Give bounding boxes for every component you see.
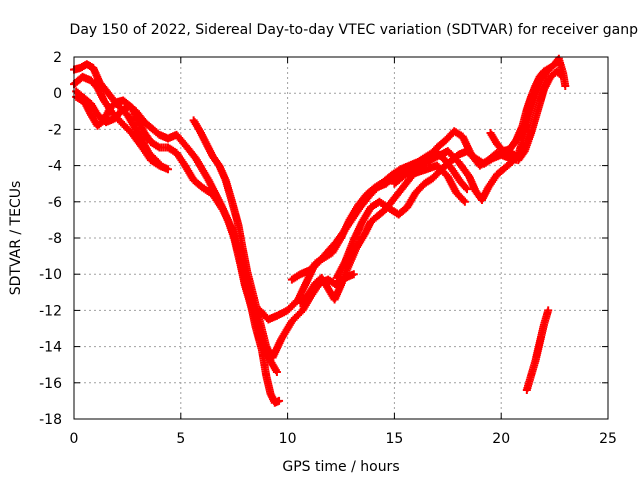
data-series [72,87,281,376]
y-tick-labels: -18 -16 -14 -12 -10 -8 -6 -4 -2 0 2 [39,50,62,428]
y-tick-label: -12 [39,303,62,319]
data-series [189,116,358,362]
x-tick-label: 0 [70,431,79,447]
plot-frame [73,56,609,420]
data-point [275,396,284,405]
data-series [287,161,469,284]
data-points [70,54,570,407]
data-point [163,165,172,174]
y-axis-label: SDTVAR / TECUs [8,181,24,296]
y-tick-label: -18 [39,412,62,428]
data-point [460,197,469,206]
data-series [486,63,555,156]
data-point [561,81,570,90]
y-tick-label: -4 [48,159,62,175]
y-tick-label: -14 [39,340,62,356]
data-point [546,63,555,72]
x-tick-label: 25 [599,431,617,447]
y-tick-label: -16 [39,376,62,392]
x-axis-label: GPS time / hours [282,459,399,475]
data-point [461,183,470,192]
x-tick-label: 20 [492,431,510,447]
x-tick-labels: 0 5 10 15 20 25 [70,431,617,447]
y-tick-label: -2 [48,122,62,138]
data-series [72,92,284,407]
data-point [463,185,472,194]
data-point [459,196,468,205]
data-series [522,306,553,395]
y-tick-label: -10 [39,267,62,283]
x-tick-label: 15 [385,431,403,447]
y-tick-label: -8 [48,231,62,247]
y-tick-label: 0 [53,86,62,102]
data-series [296,127,519,308]
data-point [544,306,553,315]
y-tick-label: -6 [48,195,62,211]
data-point [272,367,281,376]
data-point [349,270,358,279]
y-tick-label: 2 [53,50,62,66]
x-tick-label: 10 [279,431,297,447]
chart-title: Day 150 of 2022, Sidereal Day-to-day VTE… [70,22,639,38]
x-tick-label: 5 [176,431,185,447]
